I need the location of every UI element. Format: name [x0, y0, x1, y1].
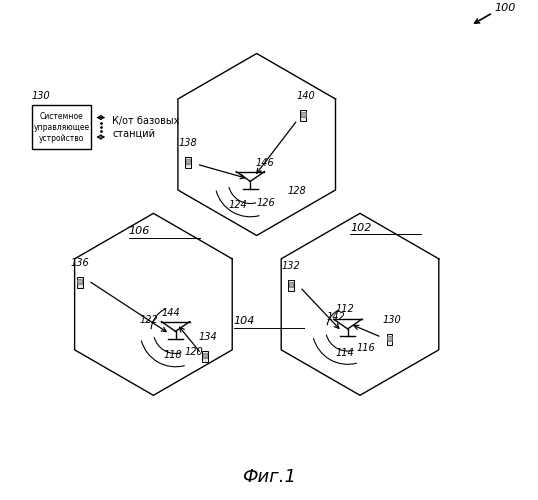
- Text: 134: 134: [198, 332, 217, 342]
- Text: 118: 118: [164, 350, 182, 360]
- Text: 100: 100: [494, 2, 515, 12]
- Bar: [386, 334, 393, 344]
- Text: 140: 140: [296, 91, 315, 101]
- Bar: [186, 159, 190, 164]
- Bar: [387, 336, 392, 341]
- Text: 144: 144: [161, 308, 180, 318]
- Text: 122: 122: [139, 314, 158, 324]
- Text: 128: 128: [287, 186, 306, 196]
- Bar: [289, 282, 293, 287]
- Text: 102: 102: [350, 222, 372, 232]
- Text: 130: 130: [32, 91, 51, 101]
- Text: 142: 142: [327, 312, 345, 322]
- Bar: [202, 351, 208, 362]
- Bar: [77, 280, 82, 284]
- Text: 116: 116: [357, 343, 376, 353]
- Text: Фиг.1: Фиг.1: [242, 468, 296, 486]
- Bar: [300, 110, 307, 121]
- Text: 106: 106: [129, 226, 150, 236]
- Bar: [185, 157, 191, 168]
- Text: 138: 138: [179, 138, 197, 148]
- Text: 130: 130: [383, 315, 401, 325]
- Text: 104: 104: [233, 316, 255, 326]
- Text: К/от базовых
станций: К/от базовых станций: [112, 116, 180, 138]
- Text: 124: 124: [229, 200, 247, 210]
- Bar: [32, 105, 91, 150]
- Bar: [301, 112, 306, 117]
- Bar: [77, 278, 83, 288]
- Text: 136: 136: [70, 258, 89, 268]
- Text: 120: 120: [185, 347, 203, 357]
- Bar: [288, 280, 294, 290]
- Text: 112: 112: [336, 304, 355, 314]
- Text: 126: 126: [257, 198, 275, 208]
- Text: 132: 132: [282, 261, 301, 271]
- Bar: [203, 354, 207, 358]
- Text: 146: 146: [255, 158, 274, 168]
- Text: 114: 114: [336, 348, 355, 358]
- Text: Системное
управляющее
устройство: Системное управляющее устройство: [33, 112, 89, 143]
